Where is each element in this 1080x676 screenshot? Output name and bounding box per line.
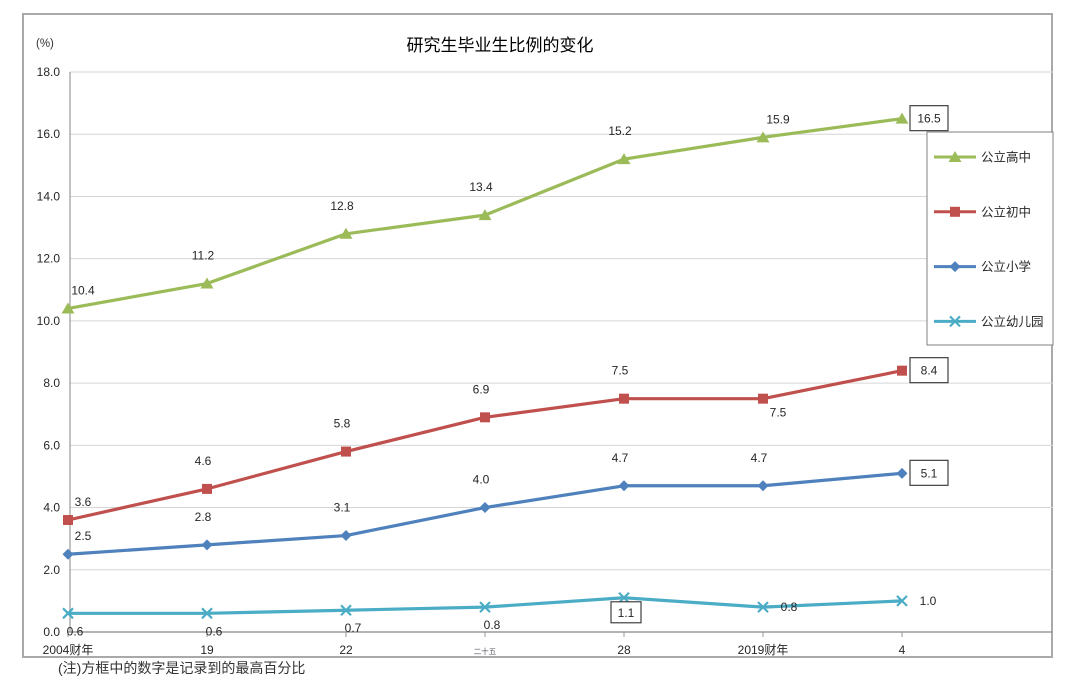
y-axis-tick-label: 12.0: [37, 252, 61, 266]
legend-item-label: 公立高中: [981, 150, 1031, 165]
y-axis-unit-label: (%): [36, 38, 54, 50]
marker-x-icon: [618, 592, 630, 604]
marker-x-icon: [201, 607, 213, 620]
data-label: 0.8: [781, 600, 798, 614]
marker-diamond-icon: [201, 539, 213, 551]
marker-x-icon: [62, 607, 74, 620]
legend-item-label: 公立幼儿园: [981, 314, 1044, 329]
data-label: 0.7: [345, 621, 362, 635]
data-label: 1.0: [920, 594, 937, 608]
x-axis-tick-label: 4: [899, 643, 906, 657]
y-axis-tick-label: 14.0: [37, 189, 61, 203]
legend-item: 公立幼儿园: [934, 314, 1044, 329]
data-label-box: [610, 601, 642, 624]
data-label: 4.7: [612, 451, 629, 465]
y-axis-tick-label: 10.0: [37, 314, 61, 328]
marker-x-icon: [340, 604, 352, 616]
legend-item: 公立小学: [934, 259, 1031, 274]
y-axis-tick-label: 0.0: [43, 625, 60, 639]
x-axis-tick-label: 2004财年: [43, 643, 94, 657]
data-label: 4.6: [195, 454, 212, 468]
marker-square-icon: [63, 515, 73, 525]
data-label-boxed: 5.1: [921, 466, 938, 480]
footnote: (注)方框中的数字是记录到的最高百分比: [58, 660, 306, 676]
y-axis-tick-label: 4.0: [43, 501, 60, 515]
legend-item-label: 公立小学: [981, 259, 1031, 274]
marker-square-icon: [202, 483, 212, 494]
chart-title: 研究生毕业生比例的变化: [406, 36, 594, 55]
y-axis-tick-label: 2.0: [43, 563, 60, 577]
marker-diamond-icon: [479, 502, 491, 514]
marker-triangle-icon: [61, 302, 75, 314]
data-label-box: [909, 105, 949, 132]
marker-x-icon: [479, 601, 491, 613]
x-axis-tick-label: 28: [617, 643, 631, 657]
marker-triangle-icon: [478, 209, 492, 221]
marker-square-icon: [619, 393, 629, 404]
marker-diamond-icon: [757, 480, 769, 492]
marker-triangle-icon: [617, 153, 631, 165]
marker-square-icon: [897, 365, 907, 376]
data-label: 13.4: [469, 180, 493, 194]
data-label: 7.5: [612, 364, 629, 378]
marker-diamond-icon: [340, 530, 352, 542]
marker-square-icon: [480, 412, 490, 423]
data-label: 3.6: [75, 495, 92, 509]
data-label: 2.8: [195, 510, 212, 524]
data-label: 0.6: [206, 624, 223, 638]
y-axis-tick-label: 16.0: [37, 127, 61, 141]
marker-triangle-icon: [339, 227, 353, 239]
marker-triangle-icon: [948, 151, 962, 162]
legend-item-label: 公立初中: [981, 204, 1031, 219]
x-axis-tick-label: 2019财年: [738, 643, 789, 657]
y-axis-tick-label: 18.0: [37, 65, 61, 79]
legend-item: 公立初中: [934, 204, 1031, 219]
marker-triangle-icon: [200, 277, 214, 289]
data-label-box: [909, 459, 949, 486]
marker-triangle-icon: [756, 131, 770, 143]
data-label-boxed: 16.5: [917, 112, 941, 126]
data-label-boxed: 1.1: [618, 606, 635, 620]
data-label: 15.9: [766, 112, 790, 126]
legend: [926, 131, 1054, 346]
data-label: 6.9: [473, 382, 490, 396]
data-label: 7.5: [770, 406, 787, 420]
marker-diamond-icon: [618, 480, 630, 492]
data-label: 3.1: [334, 501, 351, 515]
y-axis-tick-label: 8.0: [43, 376, 60, 390]
marker-x-icon: [949, 315, 961, 328]
data-label: 11.2: [192, 249, 215, 263]
data-label: 10.4: [71, 283, 95, 297]
data-label: 12.8: [330, 199, 354, 213]
marker-square-icon: [341, 446, 351, 457]
marker-diamond-icon: [896, 467, 908, 479]
data-label: 0.6: [67, 624, 84, 638]
data-label: 4.0: [473, 473, 490, 487]
marker-square-icon: [758, 393, 768, 404]
data-label: 15.2: [608, 124, 632, 138]
marker-diamond-icon: [949, 261, 961, 273]
x-axis-tick-label: 22: [339, 643, 353, 657]
legend-item: 公立高中: [934, 150, 1031, 165]
data-label: 2.5: [75, 529, 92, 543]
data-label-boxed: 8.4: [921, 364, 938, 378]
marker-triangle-icon: [895, 112, 909, 124]
data-label: 5.8: [334, 417, 351, 431]
marker-x-icon: [896, 595, 908, 607]
marker-x-icon: [757, 601, 769, 613]
data-label: 4.7: [751, 451, 768, 465]
y-axis-tick-label: 6.0: [43, 438, 60, 452]
data-label-box: [909, 357, 949, 384]
x-axis-tick-label: 19: [200, 643, 214, 657]
data-label: 0.8: [484, 618, 501, 632]
marker-square-icon: [950, 206, 960, 217]
marker-diamond-icon: [62, 548, 74, 560]
x-axis-tick-label: 二十五: [474, 646, 497, 656]
